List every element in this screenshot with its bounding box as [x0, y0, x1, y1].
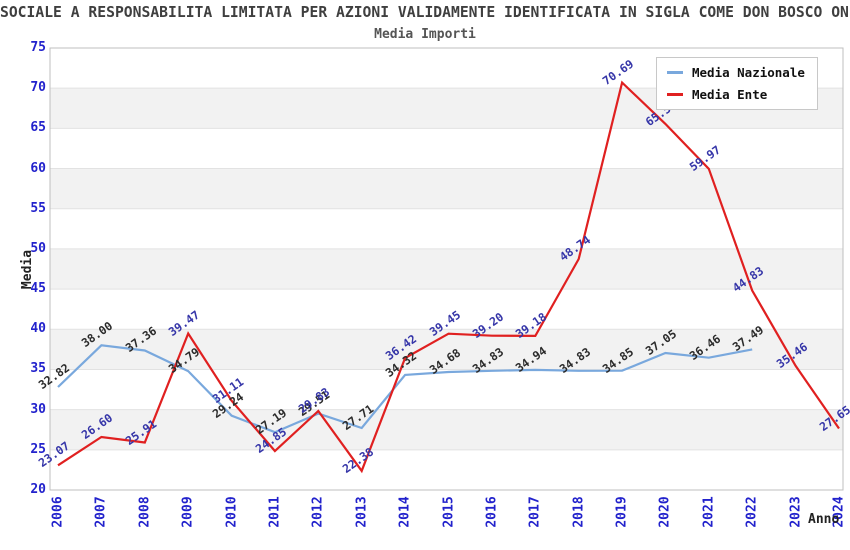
plot-border	[49, 47, 844, 491]
x-tick-label: 2006	[50, 496, 66, 528]
x-tick-label: 2020	[657, 496, 673, 528]
y-tick-label: 55	[30, 200, 46, 216]
y-tick-label: 30	[30, 401, 46, 417]
x-tick-label: 2019	[614, 496, 630, 528]
x-tick-label: 2008	[137, 496, 153, 528]
media-nazionale-line-swatch	[667, 71, 683, 74]
x-tick-label: 2021	[701, 496, 717, 528]
y-tick-label: 45	[30, 281, 46, 297]
series-line-media-nazionale	[57, 344, 753, 434]
y-tick-label: 65	[30, 120, 46, 136]
y-tick-label: 25	[30, 441, 46, 457]
x-tick-label: 2007	[93, 496, 109, 528]
x-tick-label: 2014	[397, 496, 413, 528]
y-tick-label: 75	[30, 40, 46, 55]
x-tick-label: 2017	[527, 496, 543, 528]
x-tick-label: 2012	[310, 496, 326, 528]
y-tick-label: 70	[30, 80, 46, 96]
series-line-media-ente	[57, 80, 840, 474]
y-tick-label: 20	[30, 482, 46, 497]
x-tick-label: 2015	[441, 496, 456, 528]
chart-title: SOCIALE A RESPONSABILITA LIMITATA PER AZ…	[0, 4, 849, 21]
legend-label-media-ente: Media Ente	[692, 87, 768, 102]
x-tick-label: 2018	[571, 496, 587, 528]
media-ente-line-swatch	[667, 93, 683, 96]
legend: Media Nazionale Media Ente	[656, 57, 818, 110]
x-tick-label: 2016	[484, 496, 500, 528]
grid-band	[50, 248, 843, 290]
legend-item-media-nazionale: Media Nazionale	[667, 65, 805, 80]
x-tick-label: 2013	[354, 496, 370, 528]
x-tick-label: 2023	[788, 496, 804, 528]
y-tick-label: 60	[30, 160, 46, 176]
grid-band	[50, 409, 843, 450]
chart-subtitle: Media Importi	[374, 27, 476, 42]
y-tick-label: 50	[30, 240, 46, 256]
x-tick-label: 2011	[267, 496, 283, 528]
x-tick-label: 2022	[744, 496, 760, 528]
legend-label-media-nazionale: Media Nazionale	[692, 65, 805, 80]
y-tick-label: 40	[30, 321, 46, 337]
x-axis-title: Anno	[808, 512, 840, 527]
grid-band	[50, 168, 843, 209]
y-tick-label: 35	[30, 361, 46, 377]
y-axis-title: Media	[20, 249, 36, 290]
legend-item-media-ente: Media Ente	[667, 87, 805, 102]
x-tick-label: 2009	[180, 496, 196, 528]
x-tick-label: 2010	[224, 496, 240, 528]
